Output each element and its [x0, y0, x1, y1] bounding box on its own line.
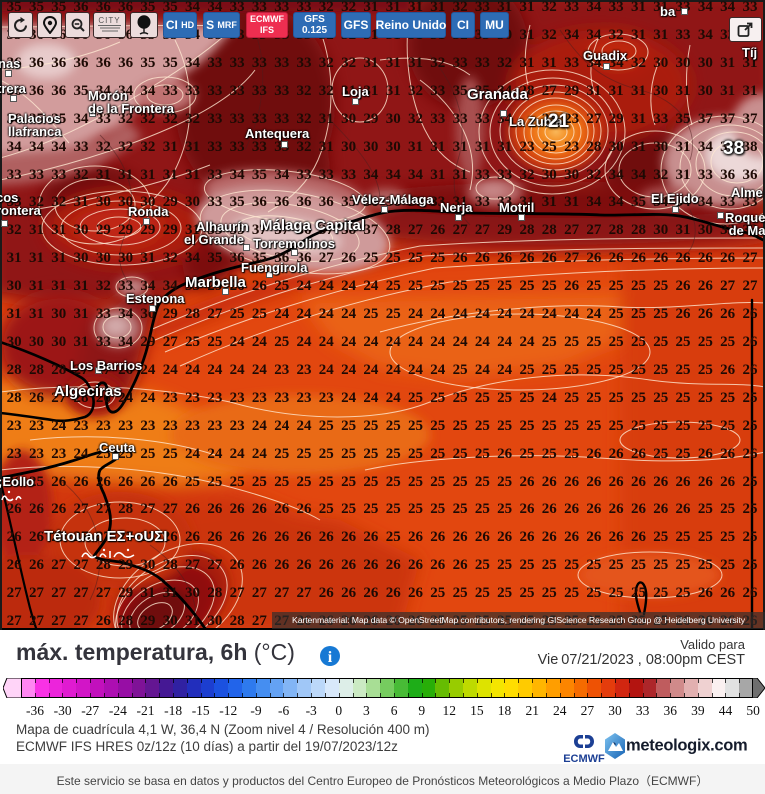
svg-text:i: i [328, 649, 333, 666]
